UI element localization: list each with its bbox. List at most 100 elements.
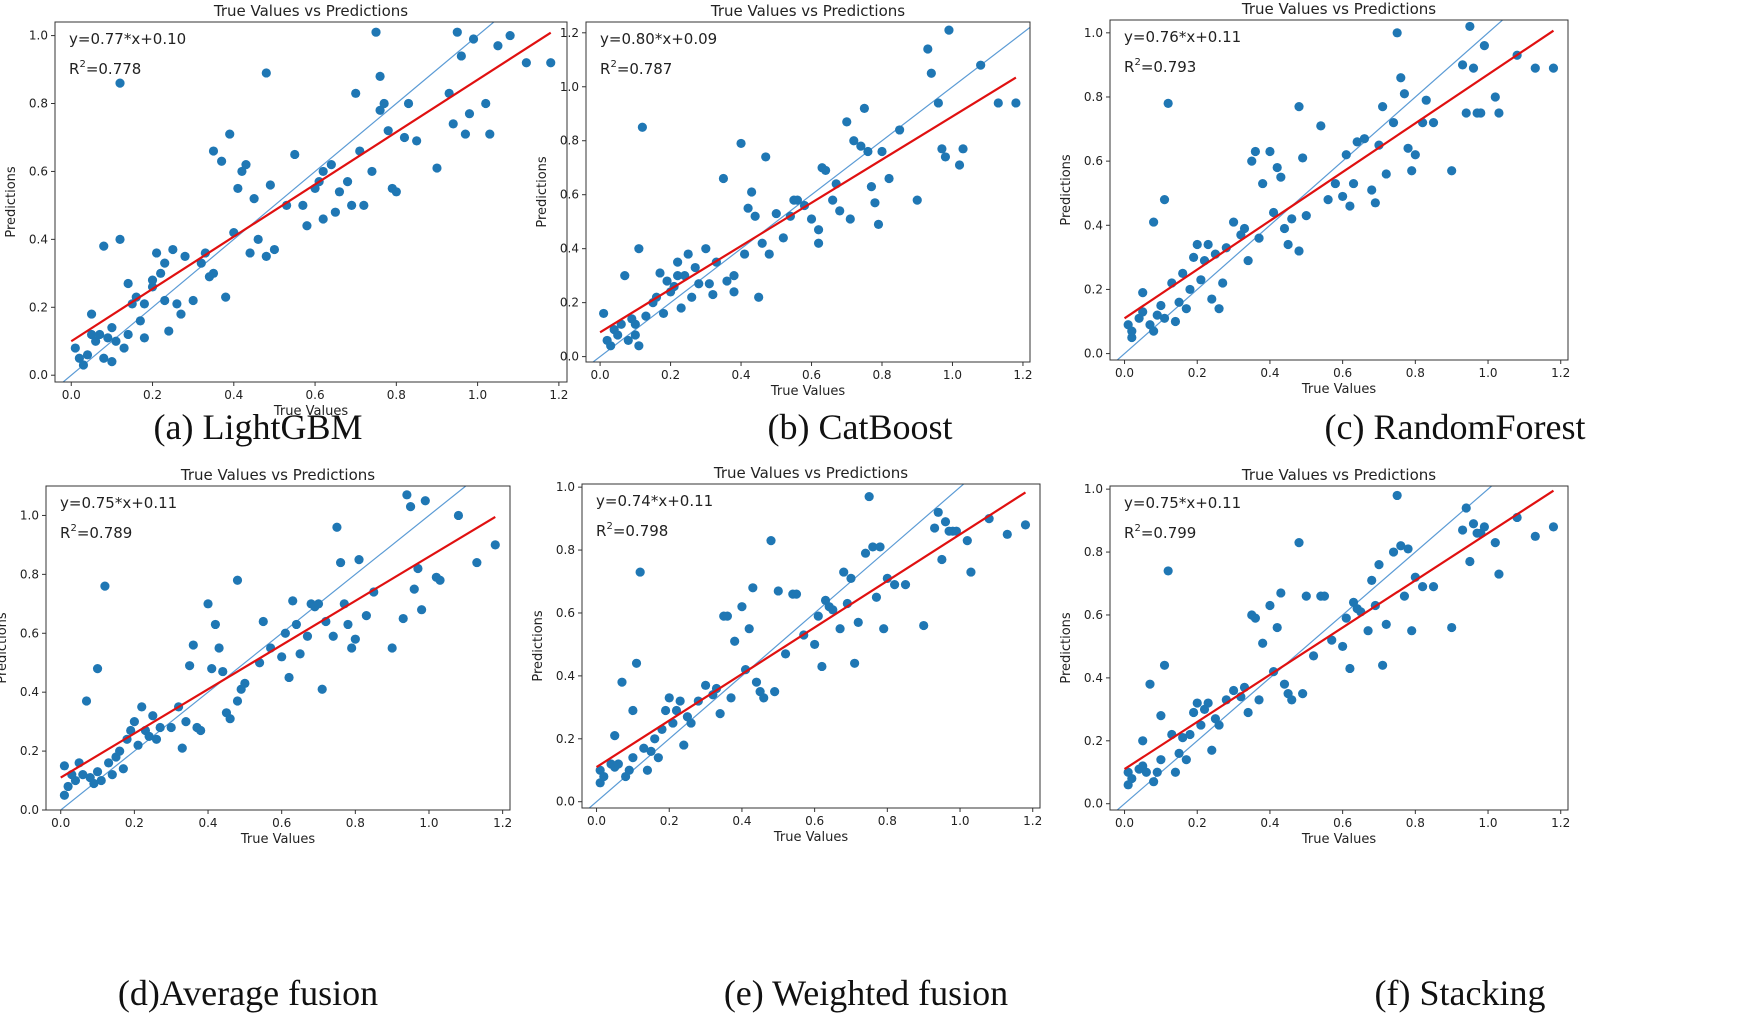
scatter-point bbox=[912, 195, 922, 205]
scatter-point bbox=[1287, 695, 1297, 705]
fit-equation: y=0.75*x+0.11 bbox=[60, 494, 177, 512]
scatter-point bbox=[839, 567, 849, 577]
y-tick-label: 0.6 bbox=[1084, 608, 1103, 622]
scatter-point bbox=[639, 743, 649, 753]
scatter-point bbox=[1308, 651, 1319, 661]
x-tick-label: 0.2 bbox=[1188, 366, 1207, 380]
scatter-point bbox=[630, 319, 640, 329]
scatter-point bbox=[181, 717, 191, 727]
scatter-point bbox=[937, 554, 947, 565]
scatter-point bbox=[432, 163, 442, 173]
scatter-point bbox=[875, 542, 885, 552]
scatter-point bbox=[747, 187, 757, 197]
scatter-point bbox=[1392, 490, 1402, 501]
scatter-point bbox=[405, 502, 416, 512]
scatter-point bbox=[1156, 755, 1166, 765]
scatter-point bbox=[107, 770, 117, 780]
x-tick-label: 0.0 bbox=[587, 814, 606, 828]
scatter-point bbox=[954, 160, 965, 170]
identity-line bbox=[59, 486, 467, 810]
scatter-point bbox=[460, 129, 471, 139]
scatter-point bbox=[70, 775, 81, 786]
x-tick-label: 1.2 bbox=[1551, 816, 1570, 830]
scatter-point bbox=[115, 234, 125, 244]
scatter-point bbox=[1327, 635, 1337, 645]
scatter-point bbox=[99, 353, 109, 363]
scatter-point bbox=[655, 268, 665, 278]
scatter-point bbox=[203, 599, 213, 609]
scatter-point bbox=[856, 141, 866, 151]
scatter-point bbox=[1185, 729, 1195, 740]
x-axis-label: True Values bbox=[1301, 382, 1376, 397]
caption-d: (d)Average fusion bbox=[117, 973, 379, 1013]
y-axis-label: Predictions bbox=[4, 166, 19, 238]
plot-frame bbox=[1109, 485, 1569, 811]
scatter-point bbox=[1163, 566, 1173, 576]
scatter-point bbox=[1247, 156, 1257, 166]
y-tick-label: 0.4 bbox=[560, 242, 579, 256]
scatter-point bbox=[269, 244, 280, 255]
x-tick-label: 1.0 bbox=[419, 816, 438, 830]
scatter-point bbox=[188, 295, 198, 306]
scatter-point bbox=[232, 575, 243, 585]
scatter-point bbox=[976, 60, 986, 70]
scatter-point bbox=[966, 567, 976, 577]
scatter-point bbox=[1294, 246, 1304, 256]
scatter-point bbox=[1418, 582, 1428, 592]
scatter-point bbox=[1254, 233, 1264, 243]
scatter-point bbox=[1330, 178, 1340, 189]
chart-f-svg: True Values vs Predictions 0.0 0.2 0.4 0.6 0.… bbox=[1059, 466, 1570, 847]
scatter-point bbox=[328, 631, 338, 641]
scatter-point bbox=[86, 329, 97, 340]
scatter-point bbox=[1298, 689, 1308, 699]
scatter-point bbox=[1214, 720, 1224, 730]
scatter-point bbox=[111, 336, 121, 346]
scatter-point bbox=[766, 536, 776, 546]
identity-line bbox=[1116, 486, 1493, 810]
scatter-point bbox=[387, 643, 397, 653]
scatter-point bbox=[1243, 707, 1253, 718]
plot-frame bbox=[585, 21, 1031, 363]
scatter-point bbox=[115, 78, 125, 88]
scatter-point bbox=[962, 536, 972, 546]
y-axis-label: Predictions bbox=[0, 612, 10, 684]
scatter-point bbox=[81, 696, 92, 706]
scatter-point bbox=[176, 309, 186, 319]
scatter-point bbox=[653, 753, 663, 763]
scatter-point bbox=[1461, 503, 1471, 513]
scatter-point bbox=[751, 677, 762, 687]
x-tick-label: 0.0 bbox=[62, 388, 81, 402]
scatter-point bbox=[863, 146, 873, 157]
scatter-point bbox=[70, 343, 80, 353]
scatter-point bbox=[1156, 300, 1166, 311]
scatter-point bbox=[1141, 767, 1151, 777]
scatter-point bbox=[1548, 63, 1559, 73]
x-tick-label: 0.4 bbox=[224, 388, 243, 402]
scatter-point bbox=[1272, 162, 1282, 173]
scatter-point bbox=[929, 523, 940, 533]
scatter-point bbox=[417, 605, 427, 615]
x-tick-label: 1.2 bbox=[1013, 368, 1032, 382]
scatter-point bbox=[1192, 239, 1202, 250]
scatter-point bbox=[628, 705, 638, 716]
scatter-point bbox=[343, 619, 353, 630]
y-axis-label: Predictions bbox=[531, 610, 546, 682]
y-tick-label: 0.8 bbox=[20, 567, 39, 581]
scatter-point bbox=[1203, 698, 1213, 708]
scatter-point bbox=[866, 182, 877, 192]
y-tick-label: 0.8 bbox=[29, 97, 48, 111]
y-tick-label: 0.4 bbox=[1084, 218, 1103, 232]
scatter-point bbox=[729, 271, 739, 281]
scatter-point bbox=[86, 309, 97, 319]
x-tick-label: 0.2 bbox=[1188, 816, 1207, 830]
scatter-point bbox=[92, 767, 103, 777]
scatter-point bbox=[1002, 529, 1012, 539]
scatter-point bbox=[295, 649, 305, 659]
scatter-point bbox=[1145, 679, 1155, 689]
fit-equation: y=0.76*x+0.11 bbox=[1124, 28, 1241, 46]
x-tick-label: 0.6 bbox=[1333, 366, 1352, 380]
scatter-point bbox=[813, 225, 824, 235]
chart-b-svg: True Values vs Predictions 0.0 0.2 0.4 0.6 0.… bbox=[535, 2, 1032, 399]
scatter-point bbox=[151, 734, 162, 744]
x-tick-label: 0.8 bbox=[878, 814, 897, 828]
